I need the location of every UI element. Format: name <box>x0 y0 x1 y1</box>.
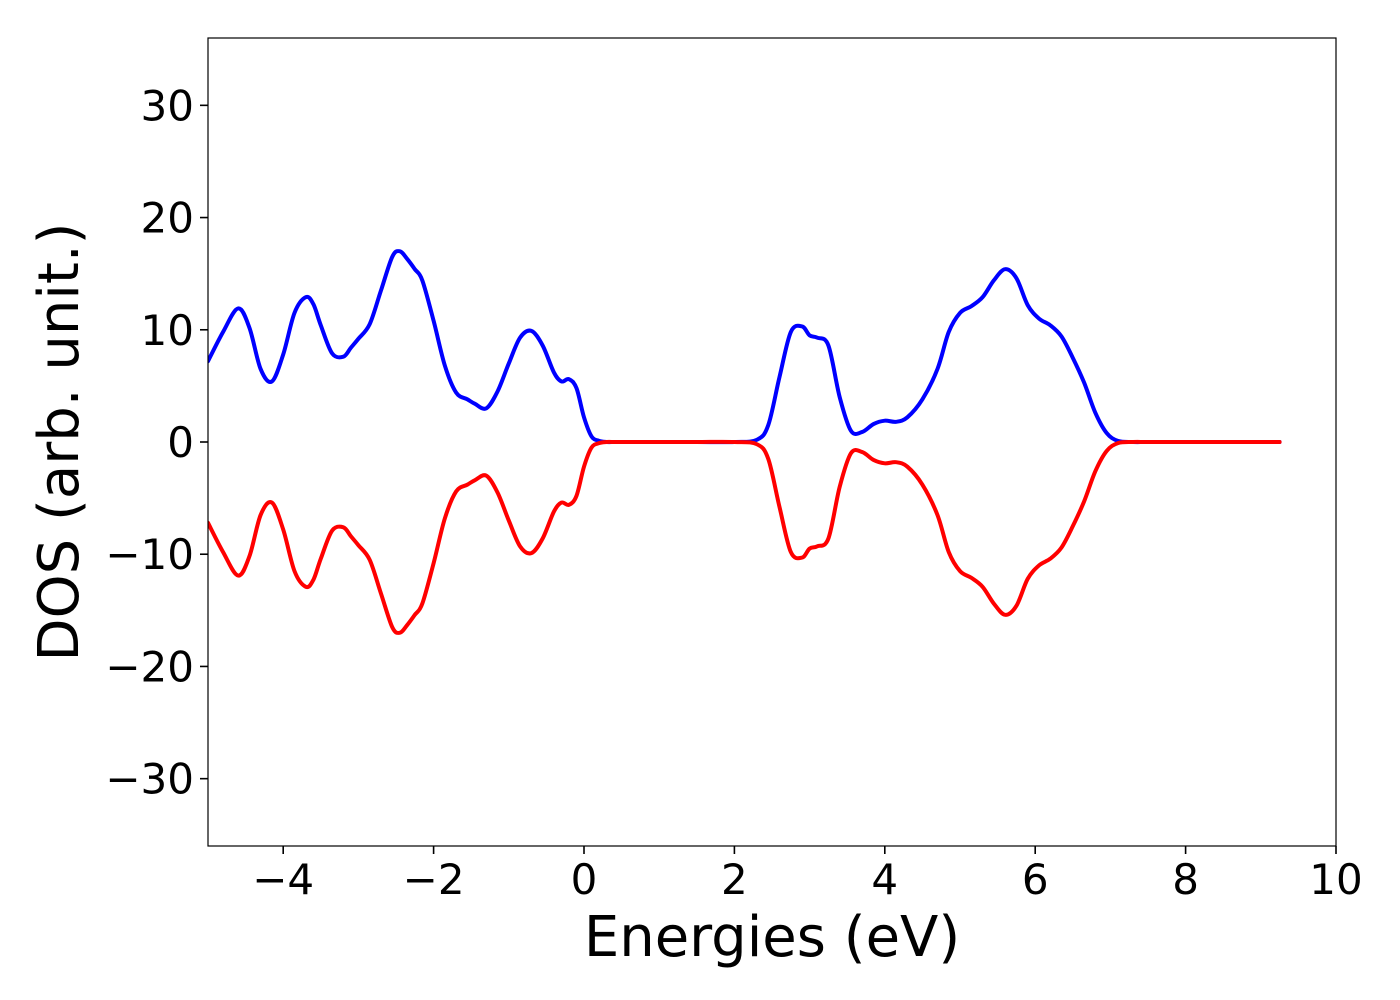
x-tick-label: −4 <box>252 855 314 904</box>
y-tick-label: 10 <box>141 306 194 355</box>
dos-series-1-line <box>208 249 1282 445</box>
x-tick-label: 10 <box>1309 855 1362 904</box>
x-tick-label: 6 <box>1022 855 1049 904</box>
y-tick-label: −10 <box>105 530 194 579</box>
x-tick-label: 2 <box>721 855 748 904</box>
y-tick-label: 30 <box>141 81 194 130</box>
y-tick-label: −30 <box>105 755 194 804</box>
x-axis-ticks: −4 −2 0 2 4 6 8 10 <box>252 846 1363 904</box>
y-tick-label: 0 <box>167 418 194 467</box>
y-tick-label: −20 <box>105 642 194 691</box>
y-axis-ticks: 30 20 10 0 −10 −20 −30 <box>105 81 208 804</box>
x-axis-label: Energies (eV) <box>584 905 960 970</box>
y-axis-label: DOS (arb. unit.) <box>27 222 92 661</box>
x-tick-label: 4 <box>871 855 898 904</box>
x-tick-label: 0 <box>571 855 598 904</box>
x-tick-label: −2 <box>403 855 465 904</box>
x-tick-label: 8 <box>1172 855 1199 904</box>
dos-series-2-line <box>208 439 1282 635</box>
y-tick-label: 20 <box>141 194 194 243</box>
series-layer <box>208 249 1282 635</box>
